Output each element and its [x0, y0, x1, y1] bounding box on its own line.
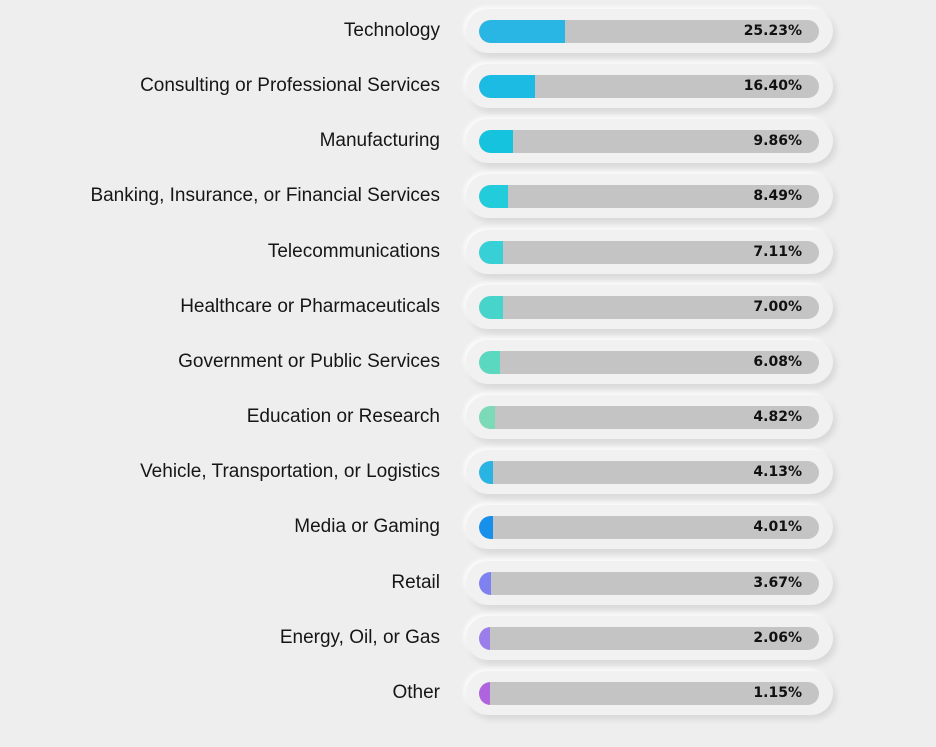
bar-row: Manufacturing 9.86% — [0, 113, 936, 168]
value-label: 1.15% — [753, 684, 802, 701]
bar-track: 7.11% — [479, 240, 819, 264]
value-label: 4.13% — [753, 464, 802, 481]
bar-row: Technology 25.23% — [0, 3, 936, 58]
bar-fill — [479, 75, 535, 99]
bar-row: Banking, Insurance, or Financial Service… — [0, 168, 936, 223]
bar-pill: 16.40% — [466, 64, 833, 109]
bar-track: 9.86% — [479, 130, 819, 154]
bar-pill: 7.11% — [466, 229, 833, 274]
category-label: Media or Gaming — [294, 516, 440, 538]
bar-fill — [479, 461, 494, 485]
bar-row: Vehicle, Transportation, or Logistics 4.1… — [0, 444, 936, 499]
bar-track: 2.06% — [479, 626, 819, 650]
category-label: Telecommunications — [267, 240, 440, 262]
value-label: 9.86% — [753, 133, 802, 150]
value-label: 7.11% — [753, 243, 802, 260]
bar-fill — [479, 681, 490, 705]
bar-pill: 1.15% — [466, 670, 833, 715]
bar-fill — [479, 20, 565, 43]
category-label: Manufacturing — [319, 130, 440, 152]
bar-row: Government or Public Services 6.08% — [0, 334, 936, 389]
bar-row: Consulting or Professional Services 16.40… — [0, 58, 936, 113]
bar-track: 16.40% — [479, 75, 819, 99]
bar-fill — [479, 571, 492, 595]
value-label: 16.40% — [743, 78, 802, 95]
bar-pill: 8.49% — [466, 174, 833, 219]
bar-row: Media or Gaming 4.01% — [0, 499, 936, 554]
category-label: Other — [392, 681, 440, 703]
bar-fill — [479, 406, 496, 430]
category-label: Consulting or Professional Services — [140, 75, 440, 97]
value-label: 8.49% — [753, 188, 802, 205]
category-label: Retail — [391, 571, 440, 593]
bar-row: Retail 3.67% — [0, 555, 936, 610]
bar-pill: 7.00% — [466, 284, 833, 329]
category-label: Banking, Insurance, or Financial Service… — [90, 185, 440, 207]
bar-row: Telecommunications 7.11% — [0, 224, 936, 279]
bar-fill — [479, 130, 513, 154]
category-label: Healthcare or Pharmaceuticals — [180, 295, 440, 317]
bar-fill — [479, 295, 503, 319]
category-label: Government or Public Services — [178, 350, 440, 372]
bar-row: Healthcare or Pharmaceuticals 7.00% — [0, 279, 936, 334]
bar-pill: 2.06% — [466, 615, 833, 660]
bar-fill — [479, 185, 508, 209]
bar-track: 4.13% — [479, 461, 819, 485]
bar-pill: 3.67% — [466, 560, 833, 605]
bar-track: 4.01% — [479, 516, 819, 540]
bar-pill: 4.82% — [466, 395, 833, 440]
category-label: Energy, Oil, or Gas — [279, 626, 440, 648]
bar-fill — [479, 350, 500, 374]
bar-fill — [479, 626, 490, 650]
category-label: Education or Research — [246, 406, 440, 428]
value-label: 3.67% — [753, 574, 802, 591]
bar-pill: 9.86% — [466, 119, 833, 164]
value-label: 25.23% — [743, 23, 802, 39]
bar-track: 3.67% — [479, 571, 819, 595]
category-label: Technology — [343, 20, 440, 41]
value-label: 4.82% — [753, 409, 802, 426]
value-label: 7.00% — [753, 298, 802, 315]
value-label: 6.08% — [753, 353, 802, 370]
value-label: 4.01% — [753, 519, 802, 536]
bar-pill: 4.01% — [466, 505, 833, 550]
bar-track: 8.49% — [479, 185, 819, 209]
bar-pill: 6.08% — [466, 339, 833, 384]
bar-row: Education or Research 4.82% — [0, 389, 936, 444]
bar-fill — [479, 516, 493, 540]
bar-track: 6.08% — [479, 350, 819, 374]
bar-track: 25.23% — [479, 20, 819, 43]
bar-fill — [479, 240, 504, 264]
bar-pill: 25.23% — [466, 9, 833, 53]
bar-row: Other 1.15% — [0, 665, 936, 720]
bar-track: 1.15% — [479, 681, 819, 705]
category-label: Vehicle, Transportation, or Logistics — [140, 461, 440, 483]
value-label: 2.06% — [753, 629, 802, 646]
bar-row: Energy, Oil, or Gas 2.06% — [0, 610, 936, 665]
bar-track: 7.00% — [479, 295, 819, 319]
bar-pill: 4.13% — [466, 450, 833, 495]
bar-track: 4.82% — [479, 406, 819, 430]
